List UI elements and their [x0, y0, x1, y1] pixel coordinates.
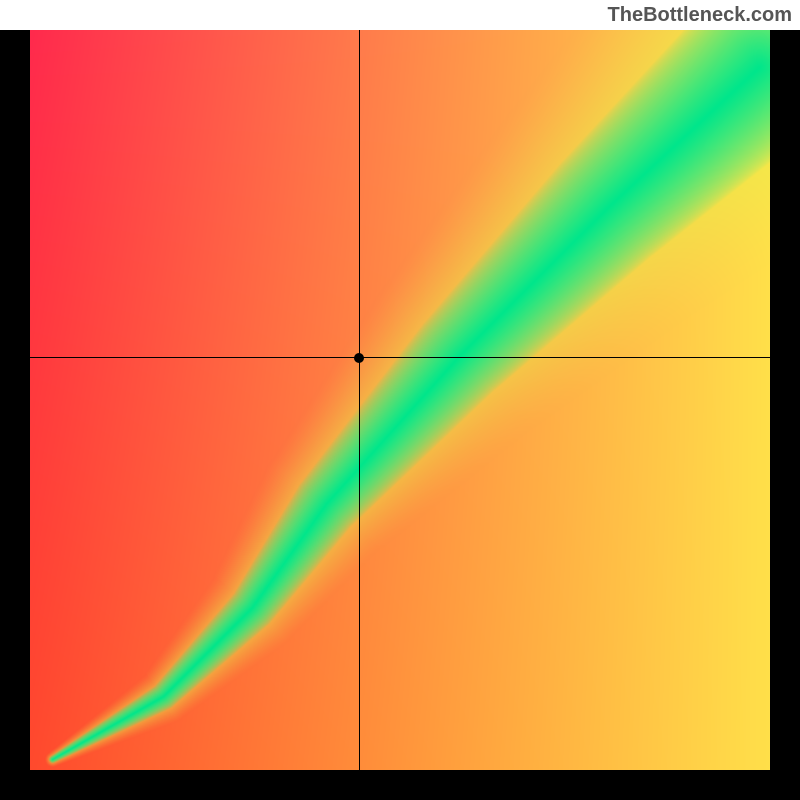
- heatmap-canvas: [30, 30, 770, 770]
- intersection-marker: [354, 353, 364, 363]
- crosshair-vertical: [359, 30, 360, 770]
- attribution-text: TheBottleneck.com: [608, 4, 792, 27]
- crosshair-horizontal: [30, 357, 770, 358]
- top-bar: TheBottleneck.com: [0, 0, 800, 30]
- plot-area: [30, 30, 770, 770]
